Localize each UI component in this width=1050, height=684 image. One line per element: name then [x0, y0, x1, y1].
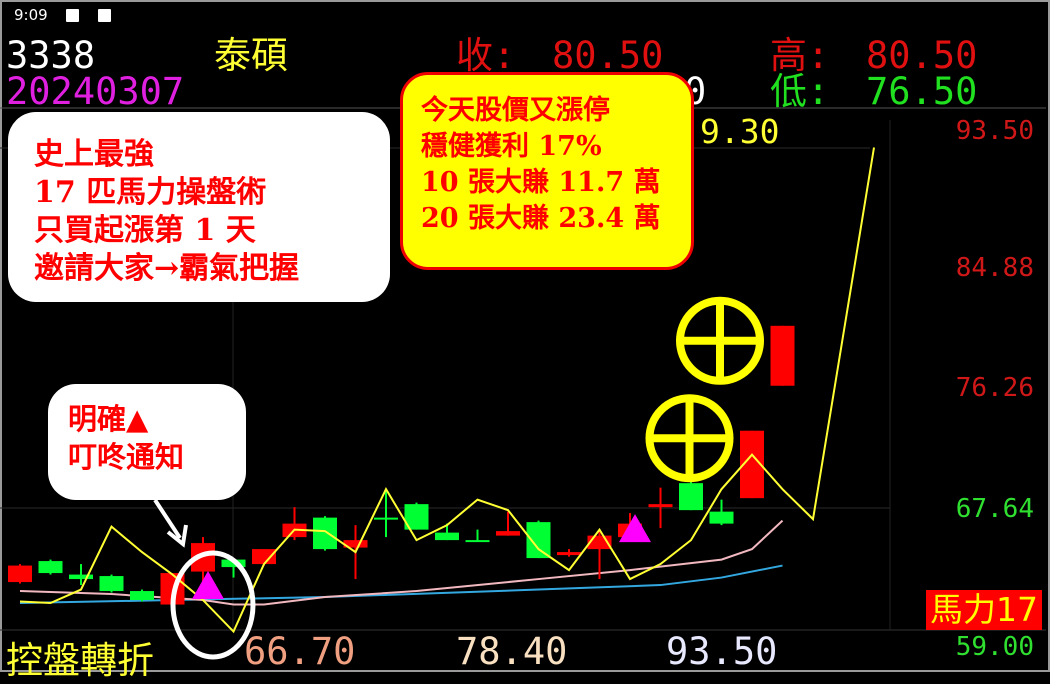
stock-name: 泰碩	[214, 34, 288, 77]
candle-body	[130, 591, 154, 601]
indicator-value-3: 93.50	[666, 630, 778, 673]
turn-indicator-line	[19, 147, 875, 634]
promo-line: 邀請大家→霸氣把握	[34, 251, 300, 286]
high-value: 80.50	[866, 34, 978, 77]
indicator-value-partial: 9.30	[700, 112, 780, 151]
close-value: 80.50	[552, 34, 664, 77]
axis-label: 59.00	[955, 632, 1034, 662]
candle-body	[38, 561, 63, 574]
promo-line: 只買起漲第 1 天	[34, 213, 256, 248]
buy-signal-triangle	[619, 514, 651, 543]
highlight-circle	[170, 550, 256, 660]
status-time: 9:09	[14, 6, 48, 24]
candle-body	[99, 576, 124, 592]
pointer-arrow-head	[166, 524, 188, 548]
horsepower-badge: 馬力17	[926, 590, 1042, 630]
ma-short-line	[19, 519, 784, 606]
promo-callout: 史上最強 17 匹馬力操盤術 只買起漲第 1 天 邀請大家→霸氣把握	[8, 112, 390, 302]
profit-line: 今天股價又漲停	[421, 95, 610, 126]
candle-body	[770, 325, 795, 386]
date: 20240307	[6, 70, 185, 113]
status-bar: 9:09	[14, 6, 112, 24]
candle-body	[374, 517, 398, 520]
buy-signal-triangle	[192, 571, 224, 600]
axis-label: 93.50	[955, 116, 1034, 146]
promo-line: 17 匹馬力操盤術	[34, 175, 267, 210]
axis-label: 67.64	[955, 494, 1034, 524]
alert-callout: 明確▲ 叮咚通知	[48, 384, 246, 500]
stock-code: 3338	[6, 34, 96, 77]
candle-body	[252, 549, 276, 565]
candle-body	[496, 531, 520, 536]
axis-label: 76.26	[955, 373, 1034, 403]
font-icon	[98, 9, 112, 22]
image-icon	[66, 9, 80, 22]
candle-body	[435, 532, 459, 541]
alert-line: 明確▲	[68, 402, 149, 436]
candle-body	[526, 522, 551, 559]
candle-body	[709, 511, 734, 524]
pointer-arrow	[153, 498, 182, 540]
promo-line: 史上最強	[34, 137, 154, 172]
candle-body	[679, 483, 703, 511]
axis-label: 84.88	[955, 253, 1034, 283]
candle-body	[648, 504, 673, 508]
candle-body	[465, 540, 490, 543]
profit-line: 穩健獲利 17%	[421, 131, 602, 162]
indicator-value-2: 78.40	[456, 630, 568, 673]
candle-body	[343, 540, 368, 548]
low-value: 76.50	[866, 70, 978, 113]
candle-body	[8, 565, 32, 583]
alert-line: 叮咚通知	[68, 440, 185, 474]
high-label: 高:	[770, 34, 830, 77]
indicator-label: 控盤轉折	[6, 639, 154, 682]
low-label: 低:	[770, 70, 830, 113]
indicator-value-1: 66.70	[244, 630, 356, 673]
candle-body	[69, 574, 93, 580]
profit-callout: 今天股價又漲停 穩健獲利 17% 10 張大賺 11.7 萬 20 張大賺 23…	[400, 72, 694, 270]
profit-line: 20 張大賺 23.4 萬	[421, 203, 661, 234]
candle-body	[557, 552, 581, 556]
profit-line: 10 張大賺 11.7 萬	[421, 167, 661, 198]
candle-body	[313, 517, 337, 550]
close-label: 收:	[456, 34, 516, 77]
